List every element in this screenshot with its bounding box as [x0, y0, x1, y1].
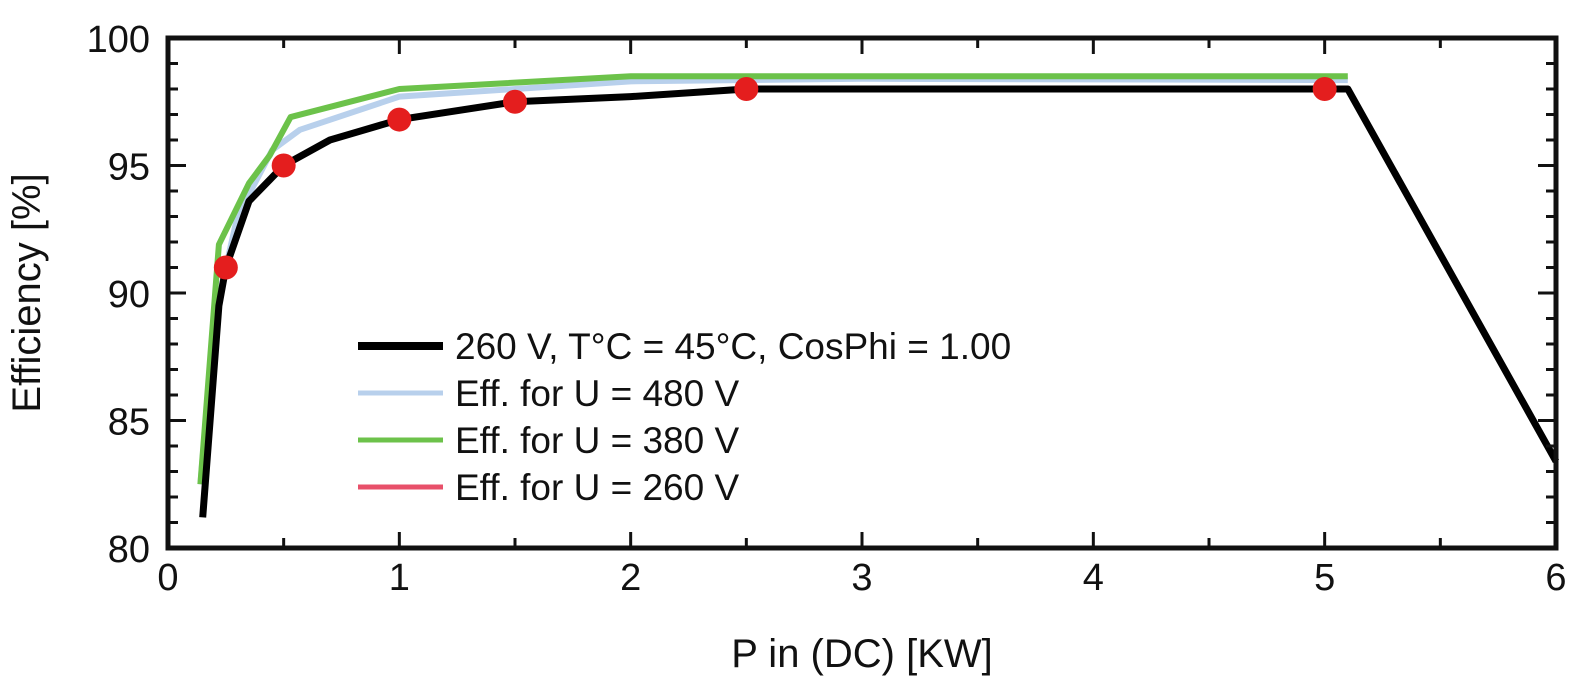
plot-frame: [165, 35, 1559, 551]
series-line-1: [197, 75, 1348, 485]
legend-label-0: 260 V, T°C = 45°C, CosPhi = 1.00: [455, 326, 1011, 367]
y-tick-label: 95: [108, 147, 150, 189]
y-tick-label: 100: [87, 19, 150, 61]
x-tick-label: 1: [389, 557, 410, 599]
x-tick-label: 3: [851, 557, 872, 599]
data-point-marker: [734, 77, 759, 101]
x-axis-label: P in (DC) [KW]: [731, 632, 993, 676]
y-tick-label: 90: [108, 274, 150, 316]
data-point-marker: [213, 255, 238, 280]
data-point-marker: [503, 89, 527, 114]
data-point-marker: [271, 153, 296, 178]
x-tick-label: 6: [1545, 557, 1566, 599]
x-tick-label: 2: [620, 557, 641, 599]
y-tick-label: 80: [108, 529, 150, 571]
data-point-marker: [387, 107, 412, 132]
y-tick-label: 85: [108, 402, 150, 444]
legend-label-1: Eff. for U = 480 V: [455, 373, 739, 414]
series-line-2: [197, 73, 1348, 485]
y-axis-label: Efficiency [%]: [5, 173, 49, 412]
legend-label-2: Eff. for U = 380 V: [455, 420, 739, 461]
x-tick-label: 4: [1083, 557, 1104, 599]
series-line-0: [199, 85, 1560, 518]
x-tick-label: 5: [1314, 557, 1335, 599]
data-point-marker: [1312, 77, 1337, 101]
x-tick-label: 0: [157, 557, 178, 599]
legend-label-3: Eff. for U = 260 V: [455, 467, 739, 508]
legend: 260 V, T°C = 45°C, CosPhi = 1.00 Eff. for…: [358, 326, 1011, 508]
